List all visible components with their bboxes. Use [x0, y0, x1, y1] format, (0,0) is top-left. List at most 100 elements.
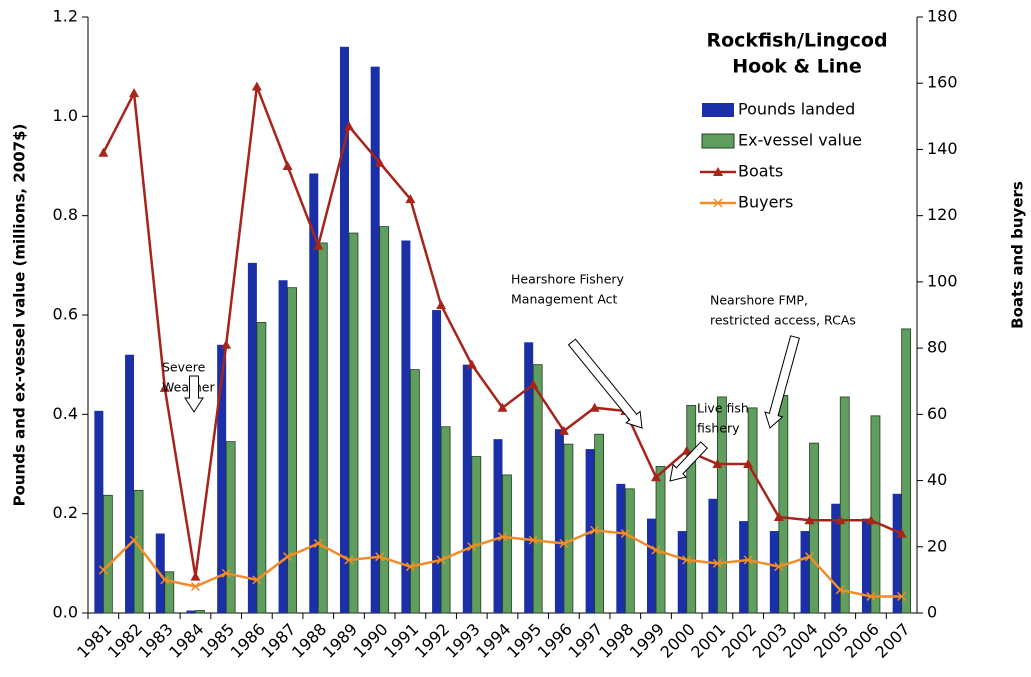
marker: [98, 147, 109, 157]
x-tick-label: 1983: [135, 620, 177, 662]
annotation: restricted access, RCAs: [710, 313, 856, 328]
bar: [309, 173, 319, 613]
marker: [865, 515, 876, 525]
bar: [195, 610, 205, 614]
marker: [252, 575, 262, 585]
x-tick-label: 1982: [104, 620, 146, 662]
annotation: Weather: [162, 380, 215, 395]
marker: [436, 300, 447, 310]
y2-tick-label: 20: [927, 536, 947, 555]
bar: [831, 503, 841, 613]
bar: [769, 531, 779, 613]
bar: [647, 518, 657, 613]
marker: [835, 515, 846, 525]
x-tick-label: 1985: [196, 620, 238, 662]
bar: [462, 364, 472, 613]
x-tick-label: 2003: [749, 620, 791, 662]
annotation-arrow: [567, 338, 643, 429]
bar: [901, 328, 912, 614]
marker: [528, 535, 538, 545]
annotation: Hearshore Fishery: [511, 272, 625, 287]
marker: [159, 382, 170, 392]
x-tick-label: 1991: [380, 620, 422, 662]
marker: [590, 525, 600, 535]
y2-tick-label: 80: [927, 338, 947, 357]
bar: [493, 439, 503, 613]
x-tick-label: 1996: [534, 620, 576, 662]
legend-label: Boats: [738, 162, 783, 181]
marker: [160, 575, 170, 585]
marker: [589, 402, 600, 412]
legend-label: Ex-vessel value: [738, 131, 862, 150]
marker: [405, 194, 416, 204]
bar: [532, 364, 543, 614]
marker: [682, 555, 692, 565]
bar: [524, 342, 534, 613]
x-tick-label: 1995: [503, 620, 545, 662]
marker: [343, 121, 354, 131]
marker: [712, 558, 722, 568]
bar: [892, 493, 902, 613]
legend-label: Buyers: [738, 193, 793, 212]
y-tick-label: 1.2: [53, 7, 78, 26]
bar: [624, 488, 635, 614]
legend-swatch: [701, 133, 735, 149]
marker: [374, 157, 385, 167]
marker: [743, 555, 753, 565]
marker: [129, 535, 139, 545]
y-tick-label: 0.0: [53, 603, 78, 622]
bar: [839, 396, 850, 614]
legend-label: Pounds landed: [738, 100, 855, 119]
y2-tick-label: 100: [927, 271, 958, 290]
bar: [225, 441, 236, 614]
marker: [98, 565, 108, 575]
bar: [594, 433, 605, 614]
annotation-arrow: [764, 335, 800, 429]
marker: [190, 581, 200, 592]
x-tick-label: 1990: [349, 620, 391, 662]
annotation: fishery: [697, 421, 740, 436]
x-tick-label: 1997: [564, 620, 606, 662]
marker: [375, 552, 385, 562]
x-tick-label: 1998: [595, 620, 637, 662]
x-tick-label: 1988: [288, 620, 330, 662]
bar: [747, 407, 758, 614]
x-tick-label: 1987: [257, 620, 299, 662]
marker: [190, 571, 201, 581]
bar: [317, 242, 328, 614]
bar: [677, 531, 687, 613]
y-tick-label: 0.6: [53, 305, 78, 324]
legend-title: Rockfish/Lingcod: [706, 30, 887, 52]
legend-swatch: [702, 103, 734, 117]
bar: [125, 354, 135, 613]
x-tick-label: 1989: [319, 620, 361, 662]
bar: [616, 483, 626, 613]
marker: [466, 359, 477, 369]
marker: [467, 542, 477, 552]
bar: [686, 404, 697, 614]
bar: [287, 287, 297, 614]
x-tick-label: 2006: [841, 620, 883, 662]
marker: [558, 425, 569, 435]
x-tick-label: 2004: [779, 620, 821, 662]
marker: [559, 538, 569, 548]
legend-marker: [713, 198, 723, 208]
bar: [655, 466, 666, 614]
marker: [774, 562, 784, 572]
marker: [221, 568, 231, 578]
x-tick-label: 1981: [73, 620, 115, 662]
bar: [432, 310, 442, 613]
bar: [870, 415, 881, 614]
marker: [712, 459, 723, 468]
annotation: Management Act: [511, 292, 618, 307]
bar: [861, 518, 871, 613]
annotation-arrow: [669, 441, 708, 482]
x-tick-label: 1984: [165, 620, 207, 662]
marker: [497, 402, 508, 412]
y-tick-label: 0.2: [53, 503, 78, 522]
annotation: Severe: [162, 360, 206, 375]
bar: [348, 232, 359, 614]
x-tick-label: 1999: [626, 620, 668, 662]
bar: [102, 494, 113, 614]
bar: [440, 426, 451, 614]
